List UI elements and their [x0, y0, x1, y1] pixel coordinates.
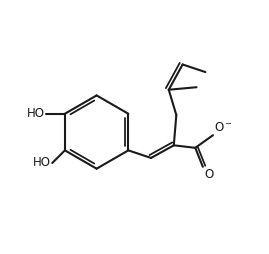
Text: O: O: [205, 168, 214, 181]
Text: O$^-$: O$^-$: [214, 121, 233, 134]
Text: HO: HO: [27, 107, 45, 120]
Text: HO: HO: [33, 156, 51, 169]
